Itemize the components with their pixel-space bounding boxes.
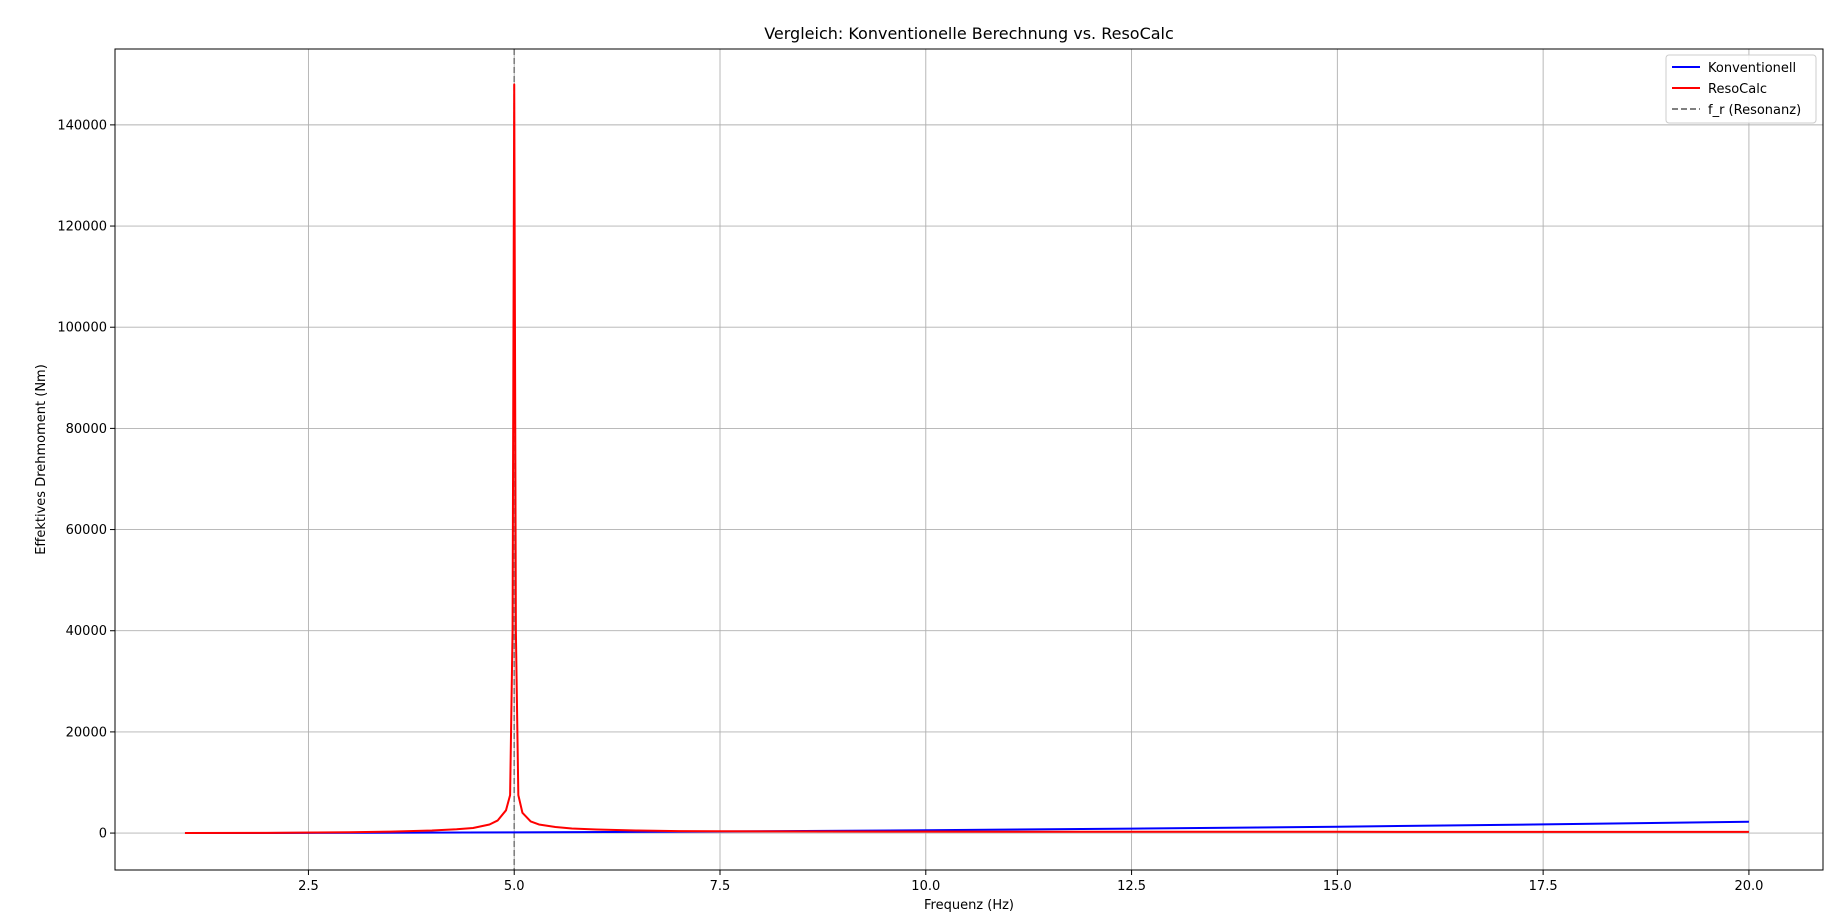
y-tick-label: 0	[99, 827, 107, 842]
axis-ticks: 2.5 5.0 7.5 10.0 12.5 15.0 17.5 20.0 0 20000 40000…	[57, 118, 1763, 894]
plot-area-frame	[114, 48, 1824, 871]
y-tick-label: 60000	[66, 523, 107, 538]
y-tick-label: 20000	[66, 725, 107, 740]
y-tick-label: 120000	[57, 220, 107, 235]
y-tick-label: 140000	[57, 118, 107, 133]
y-tick-label: 80000	[66, 422, 107, 437]
legend-box	[1665, 54, 1817, 124]
x-tick-label: 5.0	[504, 879, 525, 894]
y-axis-label: Effektives Drehmoment (Nm)	[34, 364, 49, 555]
x-tick-label: 20.0	[1734, 879, 1763, 894]
x-tick-label: 2.5	[298, 879, 319, 894]
legend: Konventionell ResoCalc f_r (Resonanz)	[1665, 54, 1817, 124]
y-tick-label: 100000	[57, 321, 107, 336]
legend-label: f_r (Resonanz)	[1708, 103, 1801, 118]
x-tick-label: 7.5	[710, 879, 731, 894]
x-tick-label: 17.5	[1529, 879, 1558, 894]
x-tick-label: 10.0	[911, 879, 940, 894]
x-tick-label: 15.0	[1323, 879, 1352, 894]
legend-label: Konventionell	[1708, 61, 1796, 76]
series-line-resocalc	[184, 83, 1749, 835]
series-lines	[184, 83, 1749, 835]
chart-title: Vergleich: Konventionelle Berechnung vs.…	[764, 24, 1174, 43]
x-axis-label: Frequenz (Hz)	[924, 898, 1014, 913]
legend-label: ResoCalc	[1708, 82, 1767, 97]
x-tick-label: 12.5	[1117, 879, 1146, 894]
y-tick-label: 40000	[66, 624, 107, 639]
grid	[115, 49, 1823, 870]
